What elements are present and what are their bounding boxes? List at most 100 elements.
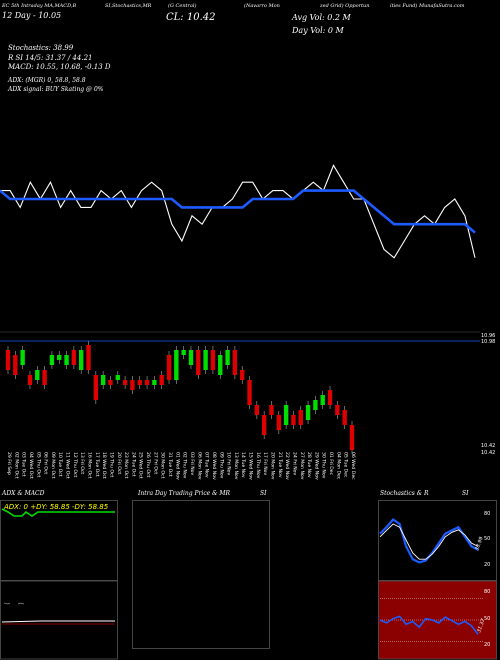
adx-box bbox=[0, 500, 118, 581]
date-label: 05 Tue Dec bbox=[343, 452, 349, 478]
adx-signal: ADX signal: BUY Skating @ 0% bbox=[8, 86, 104, 93]
price-line bbox=[0, 164, 476, 259]
date-label: 11 Wed Oct bbox=[65, 452, 71, 479]
date-label: 30 Thu Nov bbox=[321, 452, 327, 479]
candle-body bbox=[261, 415, 267, 435]
date-label: 31 Tue Oct bbox=[167, 452, 173, 477]
candle-body bbox=[232, 350, 238, 375]
candle-body bbox=[64, 355, 69, 365]
candle-body bbox=[166, 355, 172, 380]
candle-body bbox=[57, 355, 62, 360]
candle-body bbox=[320, 395, 325, 405]
date-label: 08 Wed Nov bbox=[211, 452, 217, 480]
stoch-series bbox=[379, 518, 479, 564]
main-chart-series bbox=[0, 164, 476, 259]
header-segment: EC 5th Intraday MA,MACD,B bbox=[2, 3, 77, 9]
stoch-tick-80: 80 bbox=[484, 511, 490, 517]
rsi-line bbox=[379, 615, 479, 635]
date-label: 06 Wed Dec bbox=[350, 452, 356, 480]
intraday-panel-title: Intra Day Trading Price & MR bbox=[138, 490, 231, 497]
rsi-tick-80: 80 bbox=[484, 589, 490, 595]
date-label: 01 Wed Nov bbox=[174, 452, 180, 480]
candle-body bbox=[174, 350, 179, 380]
candle-body bbox=[27, 375, 33, 385]
date-label: 25 Wed Oct bbox=[138, 452, 144, 479]
candle-body bbox=[130, 380, 135, 390]
date-label: 15 Wed Nov bbox=[248, 452, 254, 480]
candle-body bbox=[291, 415, 296, 425]
candlestick-chart: 10.96 10.98 10.42 10.42 29 Fri Sep 02 Mon… bbox=[0, 331, 495, 480]
candle-body bbox=[327, 390, 333, 405]
candle-body bbox=[122, 380, 128, 385]
candle-body bbox=[20, 350, 25, 365]
date-axis-labels: 29 Fri Sep 02 Mon Oct 03 Tue Oct 04 Wed Oct… bbox=[6, 452, 356, 480]
header-segment: ities Fund) MunafaSutra.com bbox=[390, 3, 465, 9]
date-label: 23 Mon Oct bbox=[123, 452, 129, 479]
candle-body bbox=[144, 380, 150, 385]
candle-body bbox=[276, 415, 282, 430]
candle-body bbox=[247, 380, 252, 405]
date-label: 27 Mon Nov bbox=[299, 452, 305, 480]
candle-body bbox=[240, 370, 245, 380]
date-label: 16 Thu Nov bbox=[255, 452, 261, 479]
macd-value: MACD: 10.55, 10.68, -0.13 D bbox=[8, 63, 111, 71]
date-label: 13 Fri Oct bbox=[79, 452, 85, 474]
adx-values-label: ADX: 0 +DY: 58.85 -DY: 58.85 bbox=[3, 503, 109, 511]
date-label: 24 Fri Nov bbox=[291, 452, 297, 475]
adx-value: ADX: (MGR) 0, 58.8, 58.8 bbox=[8, 77, 86, 84]
header-segment: (Navarro Mon bbox=[244, 3, 280, 9]
date-label: 26 Thu Oct bbox=[145, 452, 151, 478]
adx-plus-line bbox=[1, 508, 115, 517]
candle-body bbox=[86, 345, 91, 370]
date-label: 24 Tue Oct bbox=[130, 452, 136, 477]
date-label: 04 Wed Oct bbox=[28, 452, 34, 479]
intraday-box bbox=[132, 500, 270, 649]
date-label: 03 Fri Nov bbox=[189, 452, 195, 475]
price-label-bottom2: 10.42 bbox=[481, 450, 495, 456]
candle-body bbox=[313, 400, 318, 410]
date-label: 13 Mon Nov bbox=[233, 452, 239, 480]
date-label: 29 Fri Sep bbox=[6, 452, 12, 475]
candle-body bbox=[5, 350, 11, 370]
candle-body bbox=[13, 355, 18, 375]
stoch-current-value: 38.99 bbox=[474, 536, 485, 552]
date-label: 07 Tue Nov bbox=[204, 452, 210, 478]
intraday-panel-suffix: SI bbox=[260, 490, 267, 497]
close-price-label: CL: 10.42 bbox=[166, 12, 216, 23]
intraday-panel bbox=[132, 500, 270, 649]
date-label: 06 Fri Oct bbox=[43, 452, 49, 474]
date-label: 28 Tue Nov bbox=[306, 452, 312, 478]
stoch-rsi-panel: 80 50 20 38.99 80 50 20 31.37 bbox=[378, 500, 497, 660]
date-label: 04 Mon Dec bbox=[335, 452, 341, 480]
date-label: 22 Wed Nov bbox=[284, 452, 290, 480]
avg-volume-label: Avg Vol: 0.2 M bbox=[292, 13, 351, 22]
candle-body bbox=[108, 380, 113, 385]
stoch-panel-title: Stochastics & R bbox=[380, 490, 429, 497]
date-label: 03 Tue Oct bbox=[21, 452, 27, 477]
date-label: 19 Thu Oct bbox=[108, 452, 114, 478]
date-label: 01 Fri Dec bbox=[328, 452, 334, 476]
candle-body bbox=[35, 370, 40, 380]
date-label: 30 Mon Oct bbox=[160, 452, 166, 479]
date-label: 12 Thu Oct bbox=[72, 452, 78, 478]
date-label: 17 Fri Nov bbox=[262, 452, 268, 475]
candle-body bbox=[100, 375, 106, 385]
date-label: 17 Tue Oct bbox=[94, 452, 100, 477]
date-label: 06 Mon Nov bbox=[196, 452, 202, 480]
candle-body bbox=[188, 350, 194, 365]
date-label: 29 Wed Nov bbox=[313, 452, 319, 480]
candle-body bbox=[71, 350, 77, 365]
date-label: 09 Thu Nov bbox=[218, 452, 224, 479]
candle-body bbox=[298, 410, 303, 425]
rsi-series bbox=[379, 598, 483, 642]
rsi-tick-50: 50 bbox=[484, 616, 490, 622]
date-label: 10 Tue Oct bbox=[57, 452, 63, 477]
main-price-chart bbox=[0, 164, 476, 259]
candle-body bbox=[283, 405, 289, 425]
candle-body bbox=[210, 350, 216, 370]
header-segment: (G Central) bbox=[168, 3, 197, 9]
macd-line bbox=[1, 620, 115, 623]
header-segment: zed Grid) Opportun bbox=[320, 3, 370, 9]
adx-macd-panel: ADX: 0 +DY: 58.85 -DY: 58.85 bbox=[0, 500, 118, 660]
date-label: 02 Mon Oct bbox=[13, 452, 19, 479]
